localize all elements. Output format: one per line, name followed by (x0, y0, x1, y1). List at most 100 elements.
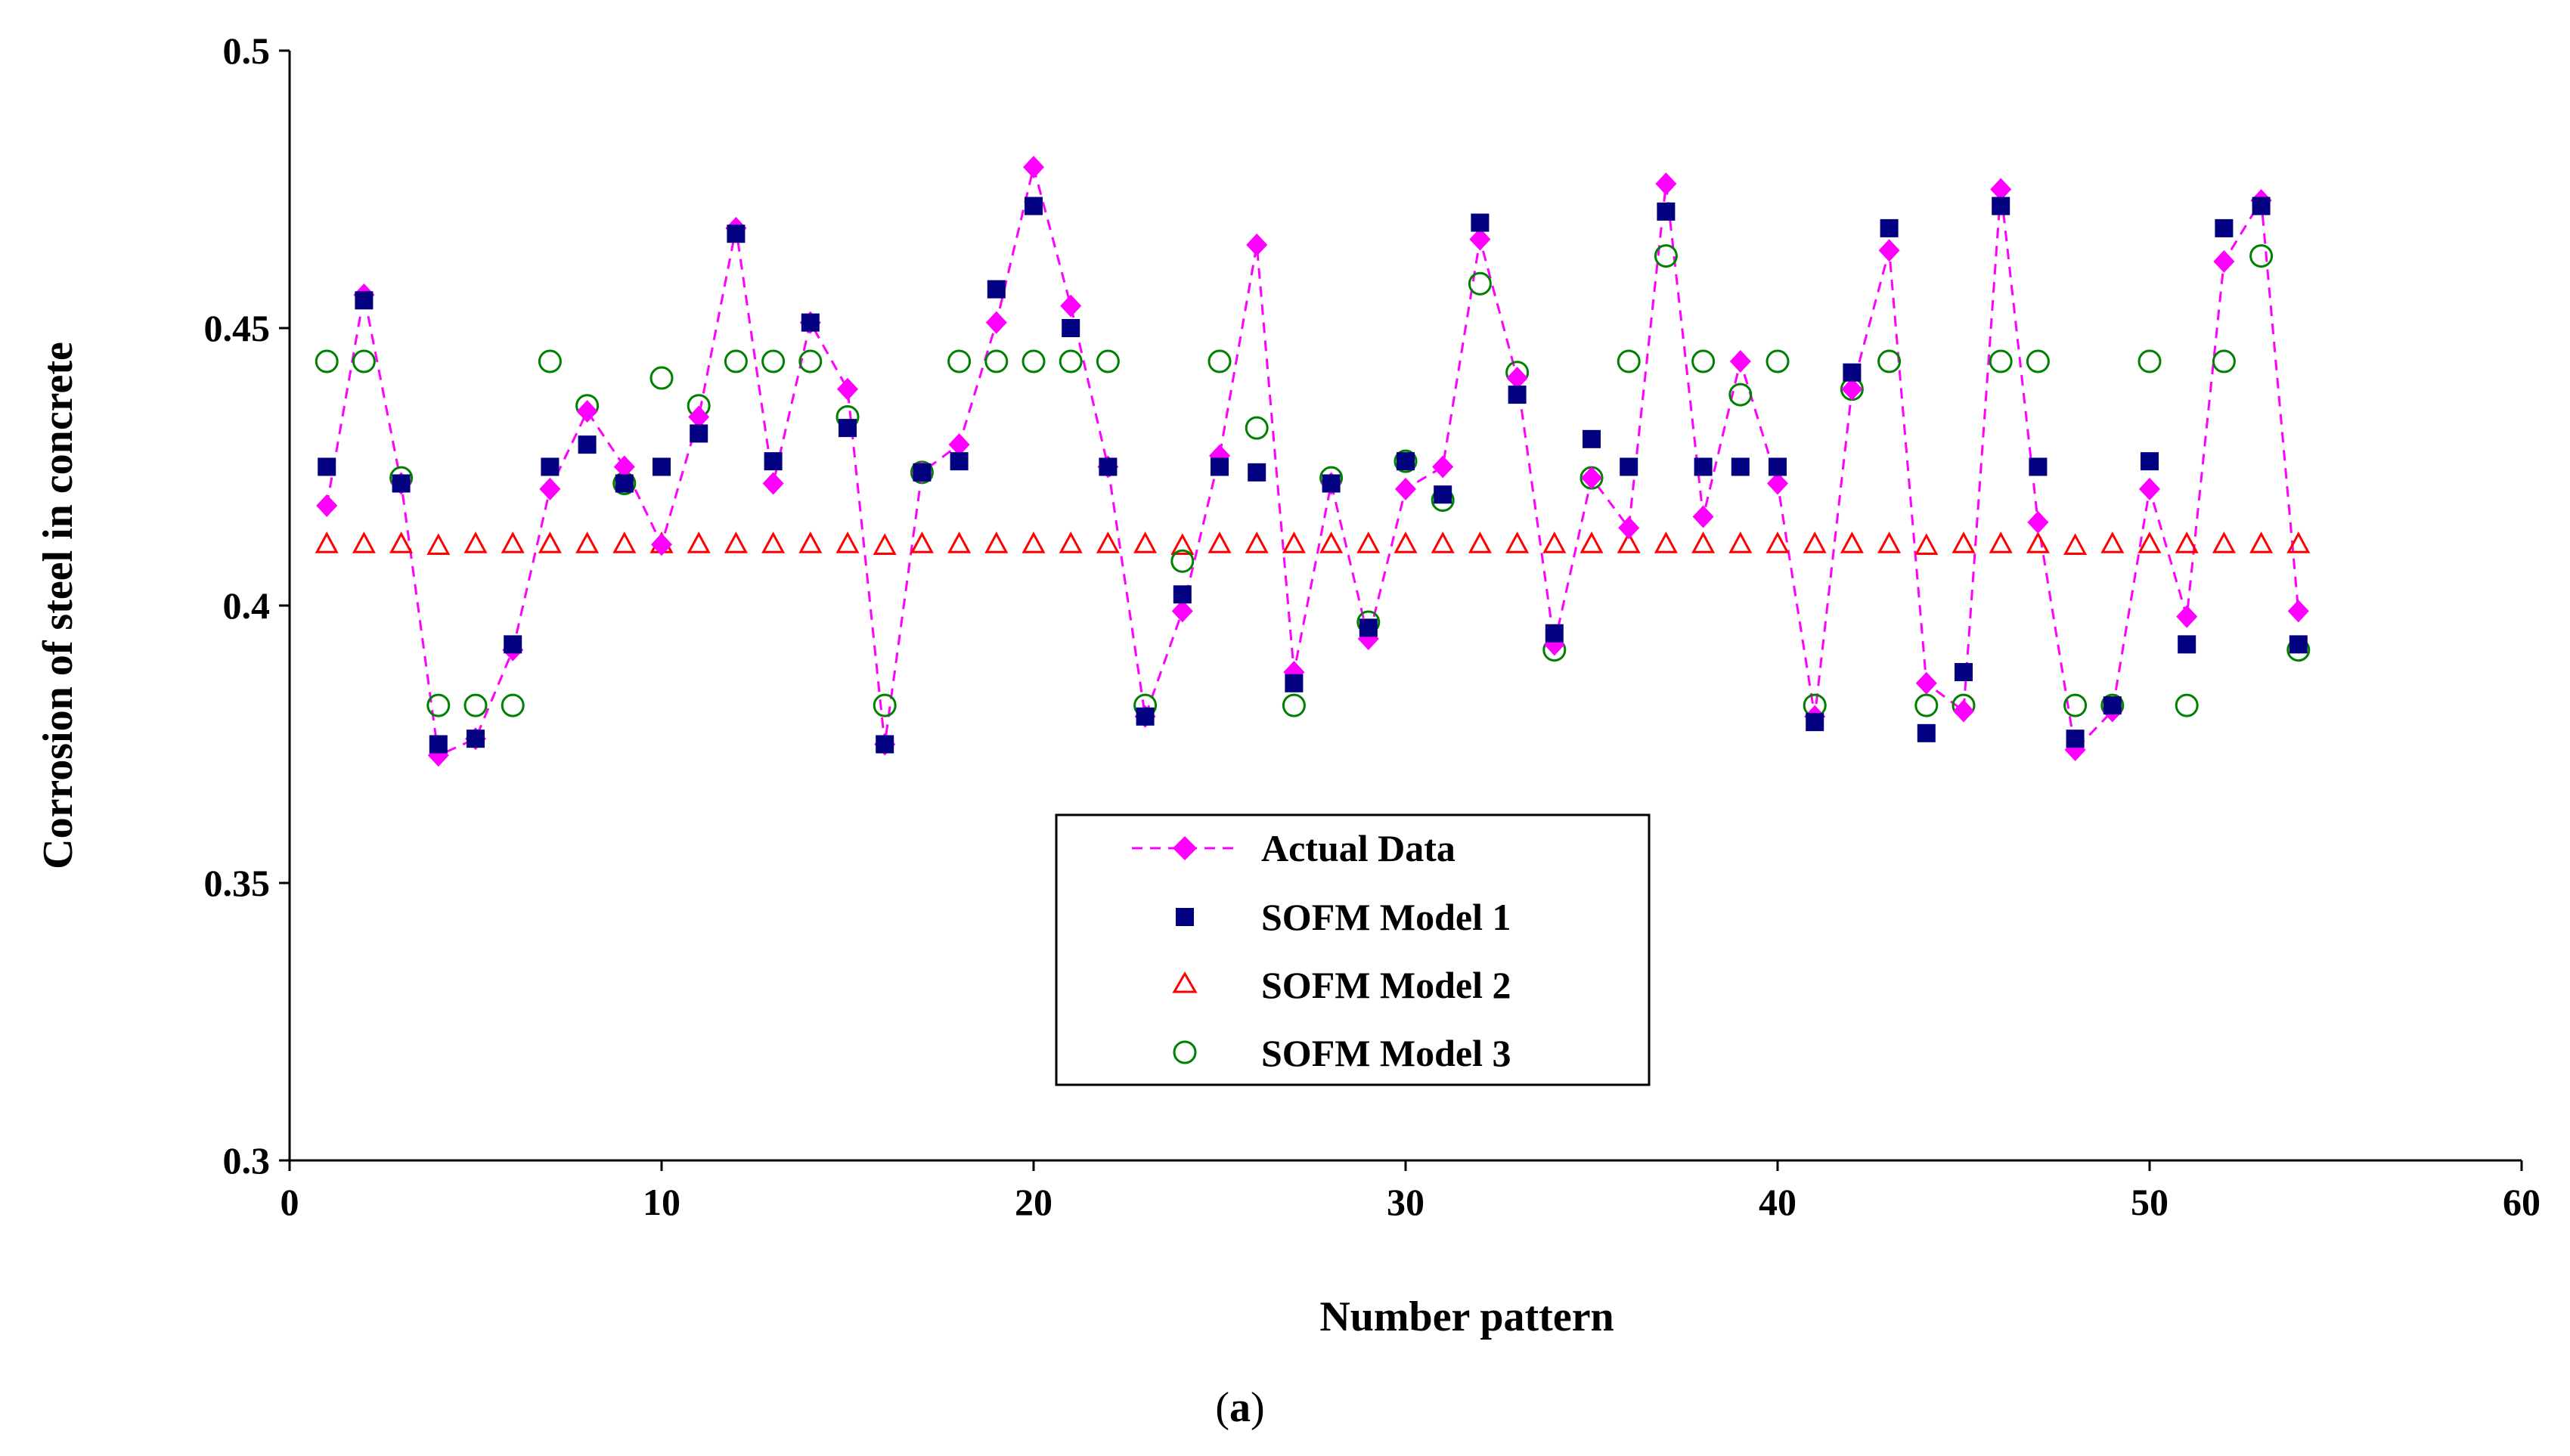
point-actual-data (576, 400, 598, 423)
point-sofm-model-2 (910, 531, 934, 553)
legend-label-model2: SOFM Model 2 (1261, 964, 1511, 1006)
point-actual-data (1990, 178, 2012, 201)
point-sofm-model-3 (1877, 349, 1902, 373)
point-sofm-model-3 (1617, 349, 1641, 373)
legend-entry-model2: SOFM Model 2 (1172, 964, 1511, 1006)
point-sofm-model-2 (352, 531, 376, 553)
point-actual-data (688, 405, 710, 429)
point-sofm-model-2 (1021, 531, 1046, 553)
point-sofm-model-1 (876, 735, 894, 754)
point-sofm-model-2 (389, 531, 414, 553)
point-sofm-model-1 (801, 313, 820, 332)
point-sofm-model-1 (1769, 457, 1787, 476)
point-actual-data (316, 494, 338, 517)
point-sofm-model-1 (2252, 197, 2271, 215)
point-actual-data (2213, 249, 2235, 273)
point-sofm-model-3 (426, 693, 451, 717)
point-sofm-model-1 (839, 419, 857, 438)
point-sofm-model-2 (463, 531, 488, 553)
x-tick-label: 10 (643, 1181, 680, 1223)
point-actual-data (948, 433, 970, 457)
point-actual-data (539, 477, 561, 500)
point-sofm-model-1 (1992, 197, 2010, 215)
point-sofm-model-1 (1211, 457, 1229, 476)
legend-label-model3: SOFM Model 3 (1261, 1032, 1511, 1074)
point-actual-data (2176, 605, 2198, 628)
point-sofm-model-3 (1245, 416, 1269, 440)
point-sofm-model-2 (1989, 531, 2013, 553)
point-sofm-model-2 (2138, 531, 2162, 553)
point-sofm-model-1 (1099, 457, 1118, 476)
point-actual-data (1953, 699, 1974, 723)
point-actual-data (1841, 377, 1863, 401)
point-sofm-model-1 (690, 424, 708, 443)
point-sofm-model-3 (2249, 244, 2274, 268)
point-sofm-model-2 (1877, 531, 1902, 553)
point-sofm-model-2 (538, 531, 562, 553)
point-sofm-model-2 (1468, 531, 1492, 553)
point-sofm-model-3 (1691, 349, 1716, 373)
point-sofm-model-1 (1508, 386, 1527, 404)
point-sofm-model-1 (1620, 457, 1638, 476)
point-sofm-model-3 (1766, 349, 1790, 373)
point-actual-data (1767, 472, 1788, 495)
point-sofm-model-2 (1840, 531, 1864, 553)
point-actual-data (837, 377, 858, 401)
point-sofm-model-3 (1170, 549, 1195, 573)
point-sofm-model-3 (1468, 271, 1492, 296)
point-actual-data (1432, 455, 1454, 479)
point-actual-data (1246, 233, 1268, 256)
point-sofm-model-2 (724, 531, 748, 553)
point-sofm-model-1 (1359, 618, 1378, 637)
point-sofm-model-3 (1096, 349, 1120, 373)
figure-caption: (a) (1215, 1384, 1264, 1431)
point-sofm-model-3 (2026, 349, 2050, 373)
point-sofm-model-3 (1914, 693, 1939, 717)
point-sofm-model-1 (1917, 723, 1936, 742)
point-sofm-model-3 (873, 693, 897, 717)
point-sofm-model-2 (1394, 531, 1418, 553)
point-actual-data (1395, 477, 1416, 500)
point-sofm-model-1 (355, 291, 374, 310)
point-sofm-model-2 (2063, 533, 2088, 555)
point-sofm-model-1 (504, 635, 522, 654)
point-sofm-model-1 (1173, 585, 1192, 604)
point-actual-data (613, 455, 635, 479)
point-sofm-model-2 (1505, 531, 1530, 553)
point-sofm-model-1 (541, 457, 560, 476)
point-sofm-model-1 (1955, 663, 1973, 682)
point-actual-data (1506, 367, 1528, 390)
point-sofm-model-2 (1245, 531, 1269, 553)
point-sofm-model-2 (575, 531, 600, 553)
point-sofm-model-2 (1431, 531, 1455, 553)
point-sofm-model-1 (2215, 218, 2234, 237)
point-sofm-model-1 (1583, 429, 1601, 448)
point-sofm-model-1 (1285, 674, 1304, 692)
point-sofm-model-3 (2212, 349, 2236, 373)
point-sofm-model-2 (984, 531, 1009, 553)
point-sofm-model-2 (1282, 531, 1306, 553)
point-sofm-model-1 (1322, 474, 1341, 493)
point-actual-data (1915, 671, 1937, 695)
point-actual-data (1878, 239, 1900, 262)
point-sofm-model-3 (352, 349, 376, 373)
point-sofm-model-2 (612, 531, 637, 553)
point-actual-data (762, 472, 784, 495)
point-actual-data (1581, 466, 1602, 490)
x-ticks: 0 10 20 30 40 50 60 (281, 1160, 2541, 1223)
x-tick-label: 0 (281, 1181, 299, 1223)
y-tick-label: 0.3 (223, 1139, 271, 1182)
point-sofm-model-3 (1394, 449, 1418, 473)
point-sofm-model-2 (798, 531, 823, 553)
point-sofm-model-2 (2175, 531, 2199, 553)
point-sofm-model-3 (1207, 349, 1232, 373)
point-actual-data (1618, 516, 1640, 540)
series-actual-line (325, 166, 2300, 757)
point-sofm-model-1 (2103, 696, 2122, 715)
point-sofm-model-2 (835, 531, 860, 553)
point-sofm-model-1 (1806, 713, 1824, 732)
point-sofm-model-1 (1025, 197, 1043, 215)
point-sofm-model-2 (501, 531, 525, 553)
legend-circle-marker (1173, 1040, 1197, 1064)
point-sofm-model-3 (1059, 349, 1083, 373)
